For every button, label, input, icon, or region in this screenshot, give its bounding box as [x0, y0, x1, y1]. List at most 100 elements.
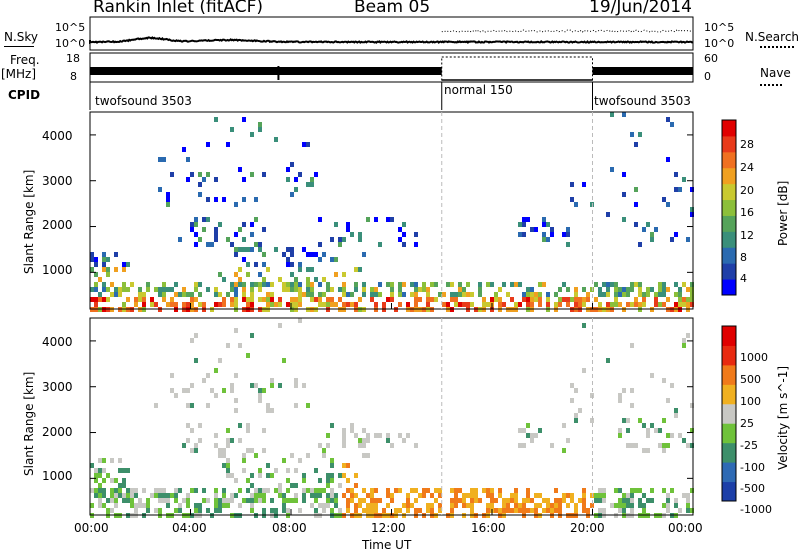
velocity-cell: [230, 388, 234, 393]
freq-label: Freq.: [10, 53, 40, 67]
power-cell: [322, 302, 326, 307]
power-cell: [602, 282, 606, 287]
power-cell: [250, 292, 254, 297]
velocity-cell: [622, 498, 626, 503]
velocity-cell: [390, 443, 394, 448]
power-cell: [214, 292, 218, 297]
power-cell: [234, 297, 238, 302]
power-cell: [310, 282, 314, 287]
power-cell: [166, 302, 170, 307]
velocity-panel-frame: [89, 317, 694, 516]
power-cell: [354, 302, 358, 307]
velocity-cell: [202, 378, 206, 383]
power-cell: [234, 252, 238, 257]
velocity-cell: [270, 378, 274, 383]
velocity-cell: [238, 503, 242, 508]
power-cell: [534, 292, 538, 297]
velocity-cell: [90, 488, 94, 493]
velocity-cell: [146, 503, 150, 508]
velocity-cell: [662, 378, 666, 383]
velocity-cell: [114, 498, 118, 503]
velocity-cell: [594, 493, 598, 498]
power-colorbar-swatch: [722, 279, 736, 296]
velocity-cell: [678, 508, 682, 513]
power-cell: [422, 287, 426, 292]
velocity-cell: [670, 488, 674, 493]
power-cell: [182, 292, 186, 297]
velocity-cell: [462, 493, 466, 498]
power-cell: [238, 227, 242, 232]
velocity-cell: [142, 488, 146, 493]
power-cell: [582, 182, 586, 187]
velocity-cell: [450, 503, 454, 508]
power-cell: [170, 297, 174, 302]
velocity-cell: [366, 438, 370, 443]
power-ytick-3000: 3000: [42, 174, 73, 188]
power-cell: [242, 282, 246, 287]
power-cell: [114, 292, 118, 297]
nsearch-legend-line: [760, 46, 794, 48]
velocity-cell: [690, 403, 694, 408]
velocity-cell: [258, 473, 262, 478]
velocity-cell: [270, 508, 274, 513]
power-cell: [338, 237, 342, 242]
power-cell: [546, 237, 550, 242]
power-cell: [110, 282, 114, 287]
power-cell: [550, 227, 554, 232]
velocity-cell: [630, 498, 634, 503]
velocity-cell: [278, 483, 282, 488]
power-cell: [542, 222, 546, 227]
power-colorbar-swatch: [722, 151, 736, 169]
velocity-cell: [190, 428, 194, 433]
power-cell: [498, 287, 502, 292]
power-cell: [182, 147, 186, 152]
velocity-cell: [174, 508, 178, 513]
power-cell: [402, 292, 406, 297]
velocity-cell: [214, 433, 218, 438]
power-cell: [402, 232, 406, 237]
power-cell: [374, 302, 378, 307]
velocity-cell: [586, 508, 590, 513]
velocity-cell: [622, 388, 626, 393]
power-cell: [398, 282, 402, 287]
power-cell: [330, 257, 334, 262]
velocity-cell: [410, 503, 414, 508]
velocity-cell: [98, 498, 102, 503]
power-cell: [318, 292, 322, 297]
power-cell: [298, 267, 302, 272]
velocity-colorbar-swatch: [722, 481, 736, 502]
power-cell: [410, 292, 414, 297]
velocity-cell: [350, 488, 354, 493]
power-cell: [678, 292, 682, 297]
power-colorbar-frame: [721, 119, 737, 296]
velocity-cell: [154, 403, 158, 408]
power-cell: [662, 302, 666, 307]
velocity-cell: [630, 508, 634, 513]
power-cell: [402, 242, 406, 247]
power-cell: [690, 207, 694, 212]
power-cell: [294, 287, 298, 292]
velocity-cell: [434, 498, 438, 503]
power-cell: [570, 297, 574, 302]
power-cell: [230, 242, 234, 247]
power-cell: [246, 272, 250, 277]
power-cell: [578, 302, 582, 307]
power-cell: [150, 297, 154, 302]
velocity-cell: [666, 503, 670, 508]
power-cell: [522, 292, 526, 297]
power-cell: [458, 292, 462, 297]
velocity-cell: [242, 468, 246, 473]
power-cell: [158, 157, 162, 162]
velocity-cell: [630, 503, 634, 508]
velocity-cell: [554, 503, 558, 508]
power-cell: [370, 292, 374, 297]
nsky-tick-high: 10^5: [55, 21, 86, 34]
velocity-cell: [634, 488, 638, 493]
velocity-cell: [170, 493, 174, 498]
velocity-cell: [118, 483, 122, 488]
velocity-cell: [122, 498, 126, 503]
power-cell: [318, 282, 322, 287]
power-cell: [286, 177, 290, 182]
power-cell: [258, 122, 262, 127]
velocity-colorbar-swatch: [722, 364, 736, 385]
